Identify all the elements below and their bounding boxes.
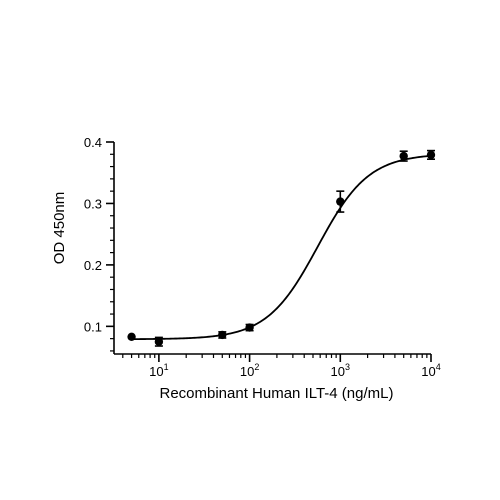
data-point [399,151,408,161]
data-point [426,150,436,160]
y-tick-label: 0.3 [84,196,102,211]
data-point [245,323,254,332]
data-point [127,332,136,341]
y-tick-label: 0.1 [84,319,102,334]
x-axis-label: Recombinant Human ILT-4 (ng/mL) [160,385,394,402]
x-tick-label: 104 [421,362,440,379]
data-points [127,149,436,347]
x-tick-label: 103 [331,362,350,379]
y-axis-ticks: 0.1 0.2 0.3 0.4 [84,135,114,352]
data-point [336,197,345,206]
y-tick-label: 0.4 [84,135,102,150]
data-point [218,330,227,340]
x-tick-label: 101 [149,362,168,379]
data-point [154,337,164,346]
x-axis-ticks: 101 102 103 104 [122,354,441,379]
x-tick-label: 102 [240,362,259,379]
y-tick-label: 0.2 [84,258,102,273]
fit-curve [131,154,432,341]
y-axis-label: OD 450nm [51,192,68,265]
